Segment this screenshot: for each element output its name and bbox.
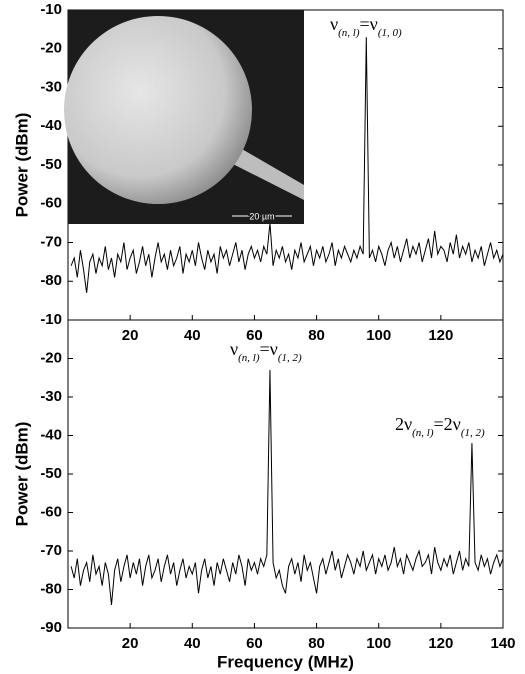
peak-annotation: ν(n, l)=ν(1, 0) bbox=[330, 14, 402, 39]
y-tick-label: -40 bbox=[40, 426, 62, 443]
inset-stem bbox=[225, 145, 304, 200]
peak-annotation: 2ν(n, l)=2ν(1, 2) bbox=[395, 414, 485, 439]
annotation-subscript: (n, l) bbox=[238, 352, 260, 364]
spectrum-line bbox=[70, 370, 504, 605]
x-axis-title: Frequency (MHz) bbox=[217, 652, 354, 671]
y-tick-label: -50 bbox=[40, 465, 62, 482]
annotation-text: =ν bbox=[360, 14, 378, 34]
y-tick-label: -30 bbox=[40, 78, 62, 95]
x-tick-label: 20 bbox=[122, 327, 139, 344]
peak-annotation: ν(n, l)=ν(1, 2) bbox=[230, 339, 302, 364]
annotation-text: ν bbox=[330, 14, 338, 34]
y-axis-title: Power (dBm) bbox=[12, 113, 31, 218]
y-tick-label: -50 bbox=[40, 156, 62, 173]
inset-scale-label: 20 µm bbox=[249, 211, 274, 221]
y-tick-label: -10 bbox=[40, 311, 62, 328]
y-tick-label: -70 bbox=[40, 542, 62, 559]
annotation-subscript: (n, l) bbox=[412, 427, 434, 439]
x-tick-label: 140 bbox=[490, 635, 515, 652]
x-tick-label: 120 bbox=[428, 327, 453, 344]
y-tick-label: -30 bbox=[40, 388, 62, 405]
y-tick-label: -10 bbox=[40, 1, 62, 18]
inset-sphere bbox=[64, 16, 252, 204]
y-tick-label: -80 bbox=[40, 580, 62, 597]
spectrum-line bbox=[70, 37, 504, 293]
y-tick-label: -20 bbox=[40, 349, 62, 366]
y-axis-title: Power (dBm) bbox=[12, 422, 31, 527]
y-tick-label: -20 bbox=[40, 40, 62, 57]
x-tick-label: 80 bbox=[308, 327, 325, 344]
annotation-text: 2ν bbox=[395, 414, 412, 434]
x-tick-label: 40 bbox=[184, 635, 201, 652]
x-tick-label: 20 bbox=[122, 635, 139, 652]
y-tick-label: -80 bbox=[40, 272, 62, 289]
annotation-subscript: (1, 0) bbox=[378, 27, 402, 39]
annotation-text: =2ν bbox=[434, 414, 461, 434]
x-tick-label: 40 bbox=[184, 327, 201, 344]
y-tick-label: -90 bbox=[40, 619, 62, 636]
x-tick-label: 120 bbox=[428, 635, 453, 652]
annotation-text: =ν bbox=[260, 339, 278, 359]
y-tick-label: -60 bbox=[40, 503, 62, 520]
annotation-subscript: (1, 2) bbox=[278, 352, 302, 364]
x-tick-label: 100 bbox=[366, 635, 391, 652]
annotation-subscript: (1, 2) bbox=[461, 427, 485, 439]
y-tick-label: -70 bbox=[40, 233, 62, 250]
annotation-text: ν bbox=[230, 339, 238, 359]
inset-photo: 20 µm bbox=[64, 10, 304, 224]
annotation-subscript: (n, l) bbox=[338, 27, 360, 39]
x-tick-label: 100 bbox=[366, 327, 391, 344]
x-tick-label: 60 bbox=[246, 635, 263, 652]
x-tick-label: 60 bbox=[246, 327, 263, 344]
plot-frame bbox=[67, 319, 504, 629]
y-tick-label: -40 bbox=[40, 117, 62, 134]
y-tick-label: -60 bbox=[40, 195, 62, 212]
x-tick-label: 80 bbox=[308, 635, 325, 652]
